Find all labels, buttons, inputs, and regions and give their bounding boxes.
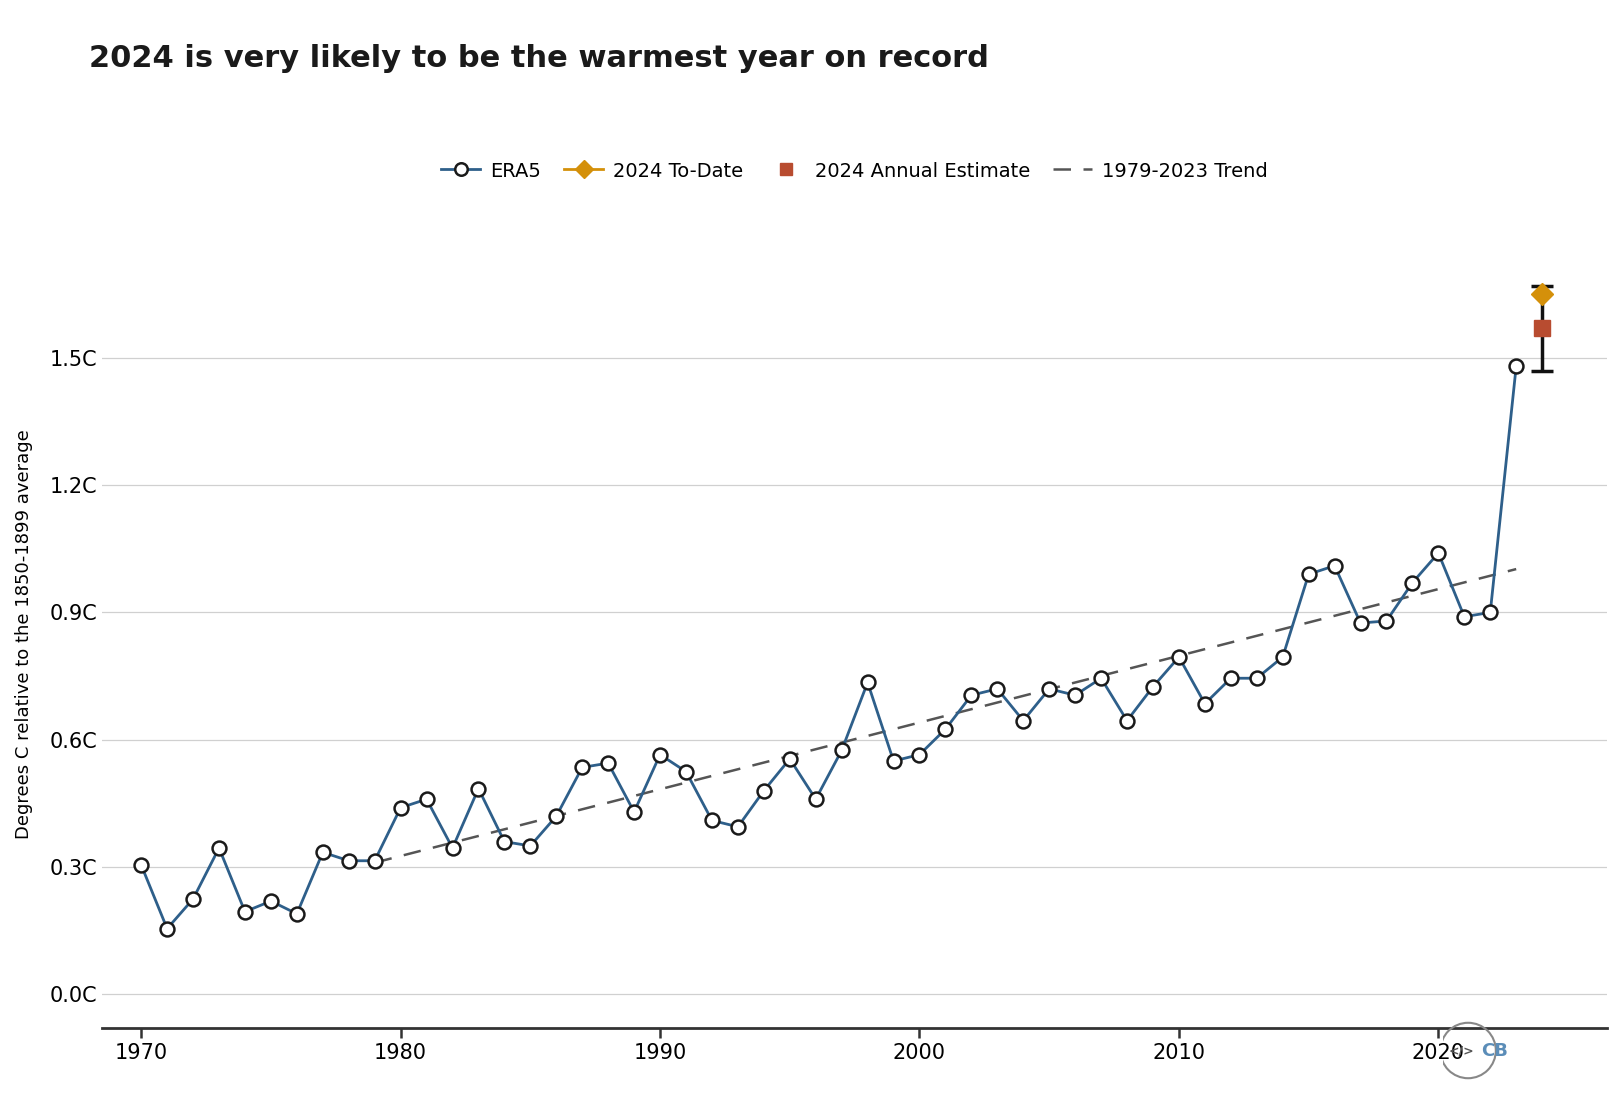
Text: 2024 is very likely to be the warmest year on record: 2024 is very likely to be the warmest ye… [89,44,989,73]
Line: 1979-2023 Trend: 1979-2023 Trend [375,569,1517,862]
ERA5 [131,858,151,871]
Text: </>: </> [1448,1044,1474,1057]
Y-axis label: Degrees C relative to the 1850-1899 average: Degrees C relative to the 1850-1899 aver… [15,429,32,838]
1979-2023 Trend [365,856,384,869]
Line: ERA5: ERA5 [135,360,1523,936]
ERA5 [1507,360,1526,373]
ERA5 [910,748,929,761]
Legend: ERA5, 2024 To-Date, 2024 Annual Estimate, 1979-2023 Trend: ERA5, 2024 To-Date, 2024 Annual Estimate… [433,154,1275,189]
Text: CB: CB [1481,1042,1508,1059]
ERA5 [988,682,1007,695]
ERA5 [391,801,410,814]
1979-2023 Trend [1507,562,1526,575]
ERA5 [962,689,981,702]
ERA5 [157,922,177,935]
ERA5 [1092,672,1111,685]
ERA5 [676,764,696,778]
